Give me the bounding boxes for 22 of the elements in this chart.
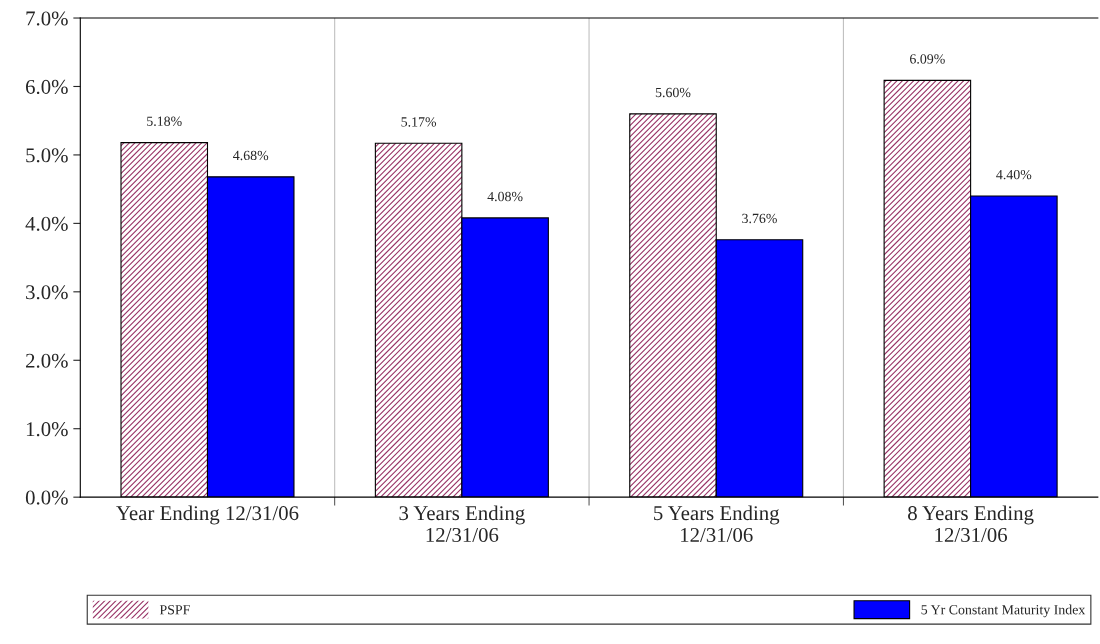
y-tick-label: 5.0% <box>26 148 68 163</box>
data-label: 5.18% <box>147 116 182 126</box>
x-tick-label: 3 Years Ending 12/31/06 <box>399 505 525 543</box>
y-tick-label: 7.0% <box>26 11 68 26</box>
data-label: 5.17% <box>401 117 437 127</box>
y-tick-label: 2.0% <box>26 353 68 368</box>
y-tick-label: 0.0% <box>25 490 68 505</box>
data-label: 5.60% <box>655 87 691 98</box>
legend-label: PSPF <box>159 605 190 615</box>
y-tick-label: 6.0% <box>25 79 68 94</box>
data-label: 4.08% <box>487 191 523 202</box>
data-label: 3.76% <box>742 213 777 224</box>
y-tick-label: 1.0% <box>26 422 68 437</box>
legend-label: 5 Yr Constant Maturity Index <box>921 604 1086 618</box>
data-label: 4.40% <box>996 169 1032 180</box>
x-tick-label: 5 Years Ending 12/31/06 <box>654 505 780 543</box>
y-tick-label: 4.0% <box>25 216 68 231</box>
y-tick-label: 3.0% <box>26 285 68 300</box>
data-label: 6.09% <box>910 54 945 64</box>
x-tick-label: Year Ending 12/31/06 <box>116 505 299 525</box>
data-label: 4.68% <box>233 150 269 161</box>
x-tick-label: 8 Years Ending 12/31/06 <box>908 505 1034 543</box>
